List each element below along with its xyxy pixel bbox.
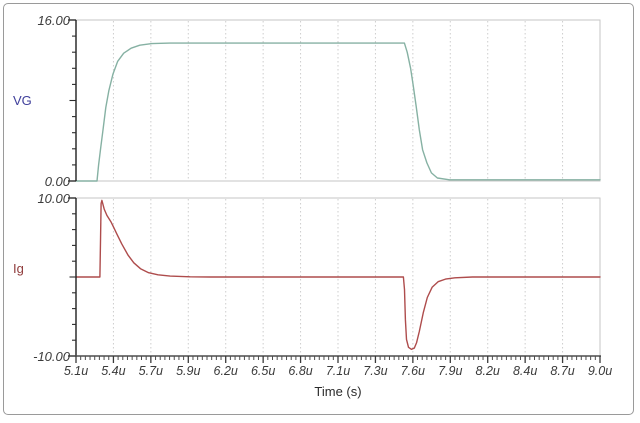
x-tick-label: 7.1u: [325, 364, 351, 378]
vg-trace: [75, 42, 601, 182]
vg-signal-label: VG: [13, 93, 32, 108]
x-tick-label: 9.0u: [587, 364, 613, 378]
x-tick-label: 5.7u: [138, 364, 164, 378]
vg-ytick-max: 16.00: [37, 13, 70, 28]
x-tick-label: 8.2u: [475, 364, 500, 378]
ig-ytick-min: -10.00: [33, 349, 70, 364]
x-tick-label: 7.9u: [438, 364, 463, 378]
plot-outer-border: [3, 3, 634, 415]
x-tick-label: 8.7u: [550, 364, 575, 378]
x-tick-label: 5.1u: [63, 364, 89, 378]
ig-trace: [75, 199, 601, 350]
x-tick-label: 7.3u: [363, 364, 388, 378]
ig-signal-label: Ig: [13, 261, 24, 276]
x-tick-label: 6.5u: [250, 364, 276, 378]
ig-ytick-max: 10.00: [37, 191, 70, 206]
x-axis-title: Time (s): [314, 384, 362, 399]
x-tick-label: 8.4u: [512, 364, 538, 378]
x-tick-label: 5.9u: [176, 364, 201, 378]
x-tick-label: 6.2u: [213, 364, 238, 378]
x-tick-label: 6.8u: [288, 364, 313, 378]
x-tick-label: 5.4u: [101, 364, 126, 378]
x-tick-label: 7.6u: [400, 364, 426, 378]
vg-ytick-min: 0.00: [44, 174, 70, 189]
